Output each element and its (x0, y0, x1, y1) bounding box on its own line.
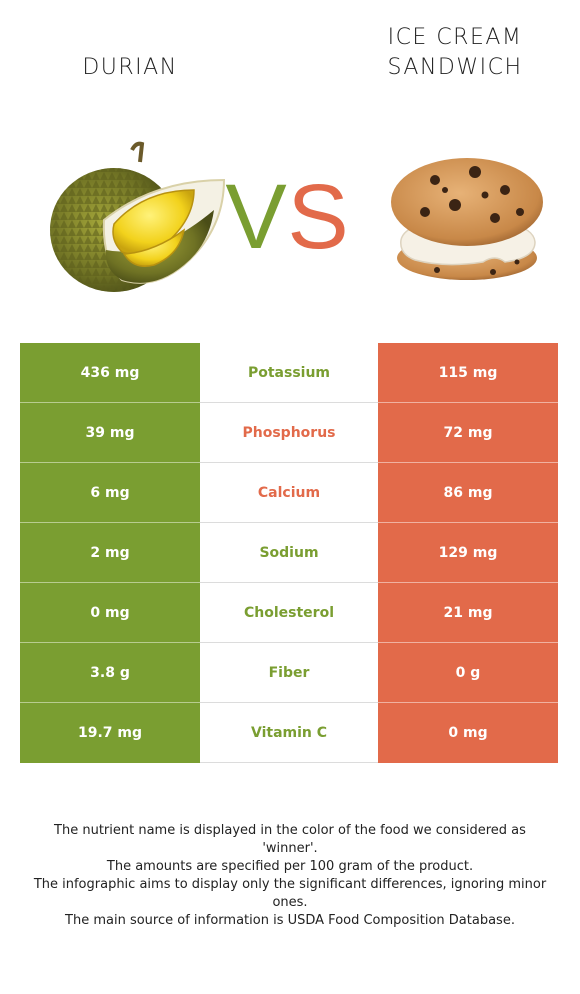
comparison-table: 436 mg Potassium 115 mg 39 mg Phosphorus 72 m… (20, 343, 558, 763)
right-value-cell: 0 g (378, 643, 558, 703)
vs-label: V S (225, 166, 348, 264)
nutrient-name-cell: Vitamin C (200, 703, 378, 763)
left-value-cell: 3.8 g (20, 643, 200, 703)
left-value-cell: 436 mg (20, 343, 200, 403)
table-row: 2 mg Sodium 129 mg (20, 523, 558, 583)
left-value-cell: 6 mg (20, 463, 200, 523)
left-value-cell: 19.7 mg (20, 703, 200, 763)
right-value-cell: 21 mg (378, 583, 558, 643)
left-value-cell: 2 mg (20, 523, 200, 583)
table-row: 3.8 g Fiber 0 g (20, 643, 558, 703)
footnote-line: The main source of information is USDA F… (65, 913, 515, 928)
table-row: 436 mg Potassium 115 mg (20, 343, 558, 403)
table-row: 0 mg Cholesterol 21 mg (20, 583, 558, 643)
footnote-line: The nutrient name is displayed in the co… (54, 823, 526, 856)
table-row: 6 mg Calcium 86 mg (20, 463, 558, 523)
food-title-right: ICE CREAM SANDWICH (355, 23, 555, 83)
vs-v-letter: V (225, 166, 286, 264)
nutrient-name-cell: Sodium (200, 523, 378, 583)
left-value-cell: 39 mg (20, 403, 200, 463)
right-value-cell: 86 mg (378, 463, 558, 523)
ice-cream-sandwich-image (391, 158, 543, 280)
food-name-left: DURIAN (82, 55, 178, 80)
nutrient-name-cell: Calcium (200, 463, 378, 523)
nutrient-name-cell: Cholesterol (200, 583, 378, 643)
durian-image (50, 141, 226, 292)
food-name-right-line1: ICE CREAM (387, 25, 523, 50)
right-value-cell: 129 mg (378, 523, 558, 583)
footnote-line: The infographic aims to display only the… (33, 877, 547, 910)
footnote-line: The amounts are specified per 100 gram o… (106, 859, 474, 874)
food-name-right-line2: SANDWICH (387, 55, 523, 80)
left-value-cell: 0 mg (20, 583, 200, 643)
nutrient-name-cell: Potassium (200, 343, 378, 403)
right-value-cell: 72 mg (378, 403, 558, 463)
nutrient-name-cell: Phosphorus (200, 403, 378, 463)
right-value-cell: 115 mg (378, 343, 558, 403)
vs-s-letter: S (287, 166, 348, 264)
nutrient-name-cell: Fiber (200, 643, 378, 703)
right-value-cell: 0 mg (378, 703, 558, 763)
table-row: 39 mg Phosphorus 72 mg (20, 403, 558, 463)
footnotes: The nutrient name is displayed in the co… (30, 822, 550, 930)
food-title-left: DURIAN (40, 53, 220, 83)
